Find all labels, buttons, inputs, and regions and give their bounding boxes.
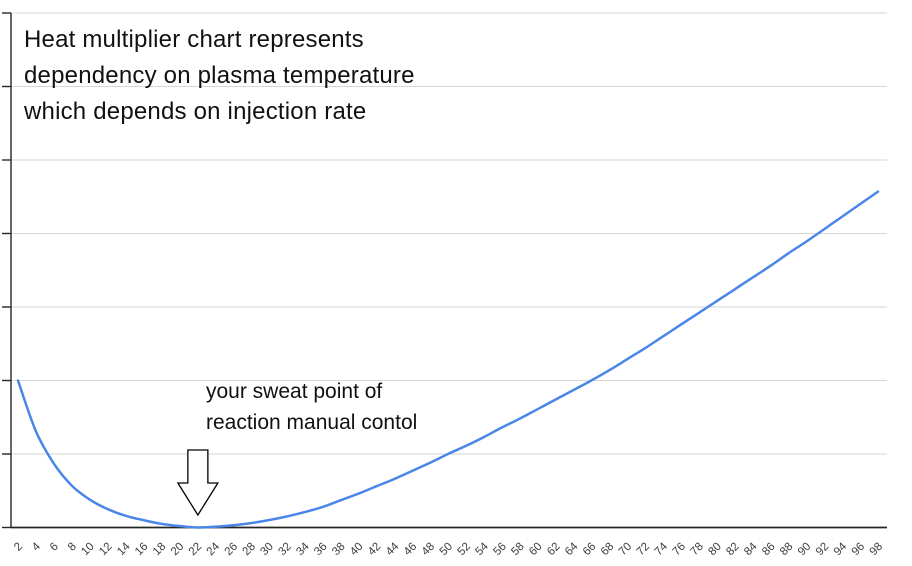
x-tick-label: 84 bbox=[742, 540, 760, 558]
x-tick-label: 96 bbox=[850, 541, 868, 559]
x-tick-label: 2 bbox=[12, 541, 25, 554]
x-tick-label: 10 bbox=[79, 541, 97, 559]
x-tick-label: 70 bbox=[617, 541, 635, 559]
x-tick-label: 76 bbox=[671, 541, 689, 559]
x-tick-label: 56 bbox=[491, 541, 509, 559]
x-tick-label: 38 bbox=[330, 541, 348, 559]
x-tick-label: 72 bbox=[635, 541, 653, 559]
annotation-line2: reaction manual contol bbox=[206, 411, 418, 434]
x-tick-label: 48 bbox=[420, 541, 438, 559]
x-tick-label: 28 bbox=[241, 541, 259, 559]
x-tick-label: 30 bbox=[258, 541, 276, 559]
sweet-spot-annotation: your sweat point of reaction manual cont… bbox=[206, 376, 417, 438]
x-tick-label: 64 bbox=[563, 540, 581, 558]
x-tick-label: 12 bbox=[97, 541, 115, 559]
x-tick-label: 44 bbox=[384, 540, 402, 558]
x-tick-label: 90 bbox=[796, 541, 814, 559]
x-tick-label: 60 bbox=[527, 541, 545, 559]
x-tick-label: 4 bbox=[30, 540, 43, 553]
x-tick-label: 86 bbox=[760, 541, 778, 559]
x-tick-label: 50 bbox=[438, 541, 456, 559]
heat-multiplier-curve bbox=[16, 190, 880, 529]
x-tick-label: 82 bbox=[724, 541, 742, 559]
x-tick-label: 46 bbox=[402, 541, 420, 559]
x-tick-label: 8 bbox=[66, 541, 79, 554]
x-tick-label: 18 bbox=[151, 541, 169, 559]
x-tick-label: 6 bbox=[48, 541, 61, 554]
x-tick-label: 16 bbox=[133, 541, 151, 559]
x-tick-label: 14 bbox=[115, 540, 133, 558]
x-tick-label: 40 bbox=[348, 541, 366, 559]
x-tick-label: 52 bbox=[456, 541, 474, 559]
x-tick-label: 20 bbox=[169, 541, 187, 559]
x-tick-label: 74 bbox=[653, 540, 671, 558]
x-tick-label: 36 bbox=[312, 541, 330, 559]
x-tick-label: 22 bbox=[187, 541, 205, 559]
annotation-line1: your sweat point of bbox=[206, 380, 383, 403]
chart-title-line3: which depends on injection rate bbox=[24, 98, 367, 125]
x-tick-label: 58 bbox=[509, 541, 527, 559]
x-tick-label: 26 bbox=[223, 541, 241, 559]
x-tick-label: 94 bbox=[832, 540, 850, 558]
x-tick-label: 98 bbox=[868, 541, 886, 559]
x-tick-label: 54 bbox=[473, 540, 491, 558]
chart-title: Heat multiplier chart represents depende… bbox=[24, 22, 415, 130]
chart-title-line1: Heat multiplier chart represents bbox=[24, 26, 364, 53]
x-tick-label: 24 bbox=[205, 540, 223, 558]
x-tick-label: 34 bbox=[294, 540, 312, 558]
x-tick-label: 68 bbox=[599, 541, 617, 559]
x-tick-label: 42 bbox=[366, 541, 384, 559]
x-tick-label: 62 bbox=[545, 541, 563, 559]
down-arrow-icon bbox=[176, 449, 220, 517]
x-tick-label: 66 bbox=[581, 541, 599, 559]
x-tick-label: 88 bbox=[778, 541, 796, 559]
x-tick-label: 92 bbox=[814, 541, 832, 559]
chart-title-line2: dependency on plasma temperature bbox=[24, 62, 415, 89]
x-tick-label: 80 bbox=[706, 541, 724, 559]
x-tick-label: 32 bbox=[276, 541, 294, 559]
x-tick-label: 78 bbox=[688, 541, 706, 559]
